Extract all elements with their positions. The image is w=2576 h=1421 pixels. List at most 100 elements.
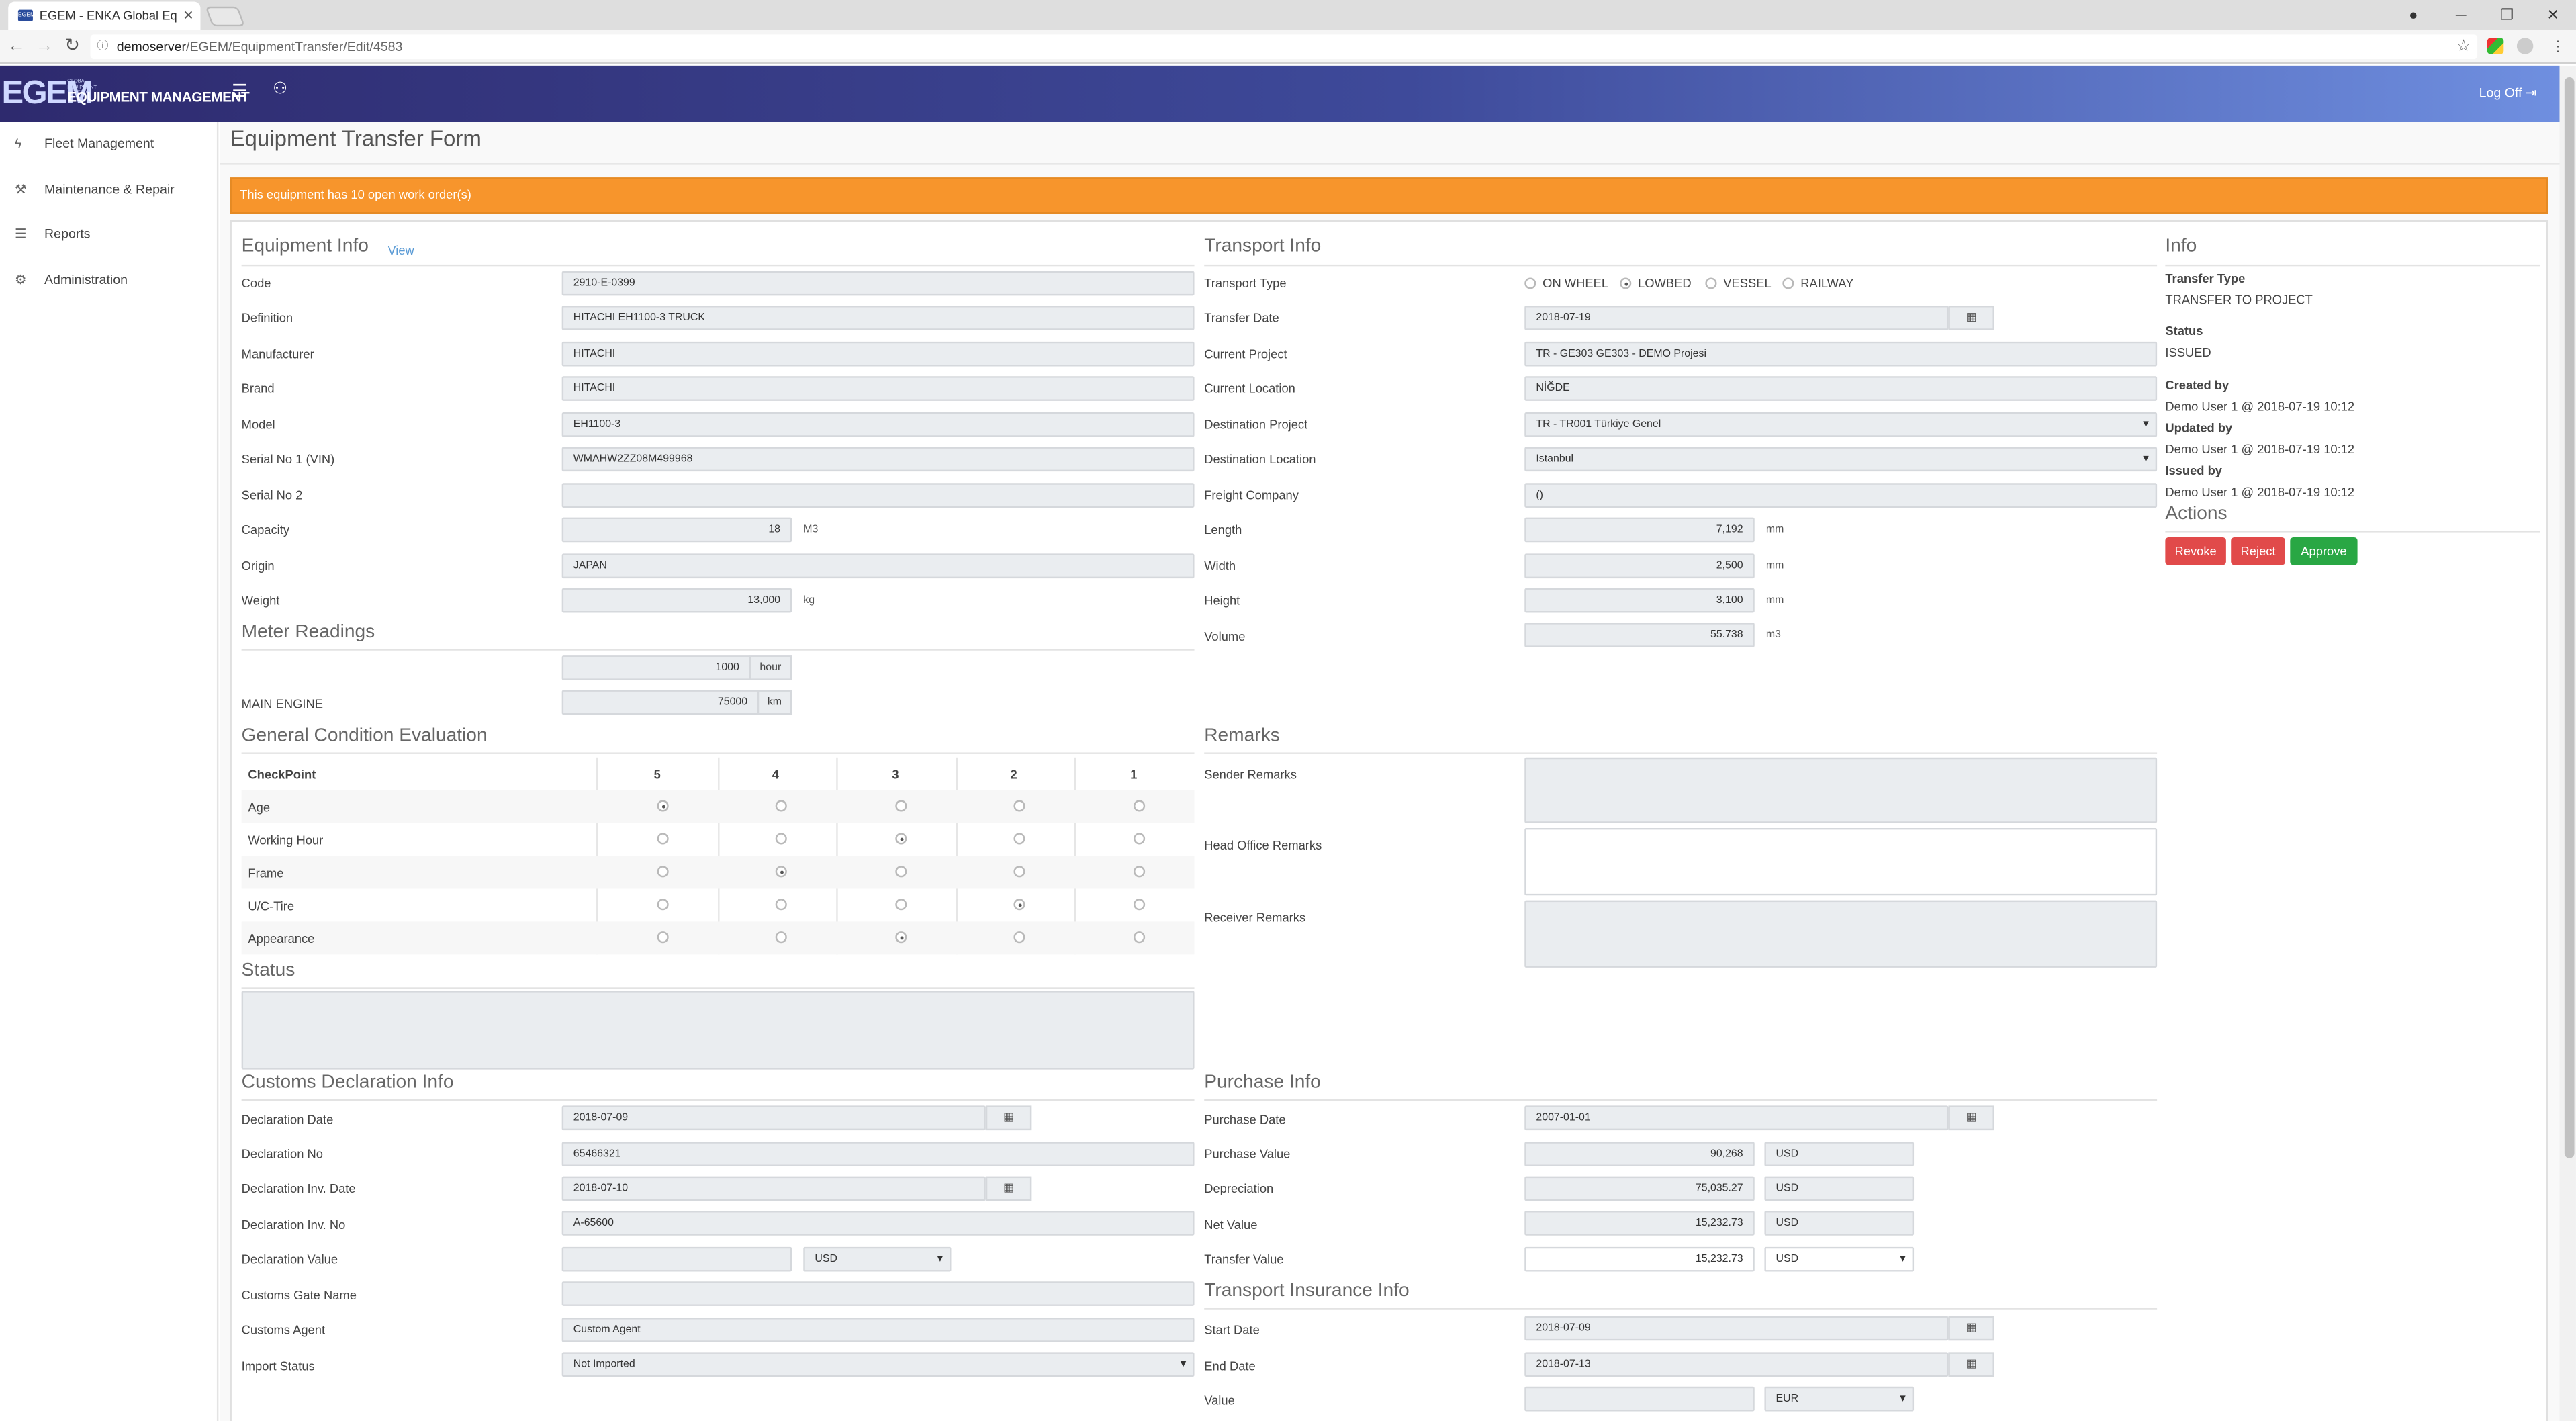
gce-radio-3[interactable]: [895, 866, 907, 878]
gce-radio-4[interactable]: [775, 800, 787, 812]
width-field[interactable]: 2,500: [1524, 553, 1755, 579]
decl-value-field[interactable]: [561, 1246, 792, 1272]
transport-type-radio[interactable]: [1705, 277, 1717, 289]
sender-remarks-textarea[interactable]: [1524, 757, 2158, 823]
gce-radio-1[interactable]: [1134, 866, 1146, 878]
gce-radio-2[interactable]: [1013, 866, 1025, 878]
current-location-field[interactable]: NİĞDE: [1524, 376, 2158, 401]
decl-currency-select[interactable]: USD: [803, 1246, 952, 1272]
reject-button[interactable]: Reject: [2231, 537, 2285, 565]
purchase-value-currency[interactable]: USD: [1764, 1142, 1915, 1166]
sidebar-item-reports[interactable]: ☰ Reports: [0, 218, 218, 251]
page-scrollbar-thumb[interactable]: [2564, 77, 2575, 1158]
model-field[interactable]: EH1100-3: [561, 412, 1195, 437]
gce-radio-2[interactable]: [1013, 833, 1025, 845]
definition-field[interactable]: HITACHI EH1100-3 TRUCK: [561, 306, 1195, 330]
new-tab-button[interactable]: [205, 6, 245, 27]
url-bar[interactable]: ⓘ demoserver/EGEM/EquipmentTransfer/Edit…: [90, 34, 2478, 60]
gate-field[interactable]: [561, 1281, 1195, 1306]
gce-radio-3[interactable]: [895, 899, 907, 911]
sidebar-item-fleet-management[interactable]: ϟ Fleet Management: [0, 128, 218, 161]
transfer-date-calendar-icon[interactable]: ▦: [1948, 306, 1994, 330]
net-value-currency[interactable]: USD: [1764, 1210, 1915, 1236]
transport-type-label-option[interactable]: LOWBED: [1638, 275, 1692, 291]
volume-field[interactable]: 55.738: [1524, 623, 1755, 647]
status-textarea[interactable]: [241, 991, 1195, 1070]
transport-type-radio[interactable]: [1620, 277, 1632, 289]
gce-radio-1[interactable]: [1134, 931, 1146, 944]
window-close-icon[interactable]: ✕: [2546, 6, 2559, 24]
receiver-remarks-textarea[interactable]: [1524, 900, 2158, 968]
insurance-start-field[interactable]: 2018-07-09: [1524, 1316, 1949, 1341]
extension-2-icon[interactable]: [2516, 38, 2534, 54]
current-project-field[interactable]: TR - GE303 GE303 - DEMO Projesi: [1524, 341, 2158, 367]
profile-icon[interactable]: ●: [2409, 6, 2418, 24]
transport-type-label-option[interactable]: ON WHEEL: [1543, 275, 1609, 291]
inv-date-field[interactable]: 2018-07-10: [561, 1176, 986, 1201]
hamburger-menu-icon[interactable]: ☰: [231, 82, 248, 102]
transport-type-radio[interactable]: [1782, 277, 1794, 289]
approve-button[interactable]: Approve: [2290, 537, 2358, 565]
gce-radio-1[interactable]: [1134, 899, 1146, 911]
back-icon[interactable]: ←: [7, 36, 26, 56]
code-field[interactable]: 2910-E-0399: [561, 271, 1195, 296]
minimize-icon[interactable]: ─: [2455, 6, 2467, 24]
decl-date-field[interactable]: 2018-07-09: [561, 1105, 986, 1131]
transport-type-label-option[interactable]: VESSEL: [1723, 275, 1772, 291]
manufacturer-field[interactable]: HITACHI: [561, 341, 1195, 367]
meter-hour-field[interactable]: 1000: [561, 655, 751, 680]
site-info-icon[interactable]: ⓘ: [97, 41, 109, 53]
capacity-field[interactable]: 18: [561, 517, 792, 543]
gce-radio-2[interactable]: [1013, 899, 1025, 911]
agent-field[interactable]: Custom Agent: [561, 1318, 1195, 1342]
origin-field[interactable]: JAPAN: [561, 553, 1195, 579]
gce-radio-3[interactable]: [895, 931, 907, 944]
insurance-start-calendar-icon[interactable]: ▦: [1948, 1316, 1994, 1341]
transfer-value-field[interactable]: 15,232.73: [1524, 1246, 1755, 1272]
gce-radio-4[interactable]: [775, 899, 787, 911]
purchase-value-field[interactable]: 90,268: [1524, 1142, 1755, 1166]
purchase-date-field[interactable]: 2007-01-01: [1524, 1105, 1949, 1131]
gce-radio-4[interactable]: [775, 866, 787, 878]
browser-tab[interactable]: EGEM EGEM - ENKA Global Eq ✕: [8, 1, 201, 30]
serial1-field[interactable]: WMAHW2ZZ08M499968: [561, 447, 1195, 472]
restore-icon[interactable]: ❐: [2500, 6, 2514, 24]
transfer-date-field[interactable]: 2018-07-19: [1524, 306, 1949, 330]
meter-km-field[interactable]: 75000: [561, 690, 760, 715]
gce-radio-5[interactable]: [657, 866, 669, 878]
decl-no-field[interactable]: 65466321: [561, 1142, 1195, 1166]
gce-radio-4[interactable]: [775, 833, 787, 845]
freight-field[interactable]: (): [1524, 483, 2158, 508]
serial2-field[interactable]: [561, 483, 1195, 508]
gce-radio-4[interactable]: [775, 931, 787, 944]
import-status-select[interactable]: Not Imported: [561, 1352, 1195, 1377]
decl-date-calendar-icon[interactable]: ▦: [985, 1105, 1032, 1131]
transfer-value-currency-select[interactable]: USD: [1764, 1246, 1915, 1272]
depreciation-field[interactable]: 75,035.27: [1524, 1176, 1755, 1201]
close-tab-icon[interactable]: ✕: [183, 8, 194, 24]
user-profile-icon[interactable]: ⚇: [273, 80, 288, 99]
transport-type-radio[interactable]: [1524, 277, 1536, 289]
gce-radio-3[interactable]: [895, 800, 907, 812]
head-office-remarks-textarea[interactable]: [1524, 827, 2158, 896]
net-value-field[interactable]: 15,232.73: [1524, 1210, 1755, 1236]
depreciation-currency[interactable]: USD: [1764, 1176, 1915, 1201]
logoff-link[interactable]: Log Off ⇥: [2479, 85, 2537, 100]
inv-date-calendar-icon[interactable]: ▦: [985, 1176, 1032, 1201]
transport-type-label-option[interactable]: RAILWAY: [1800, 275, 1854, 291]
gce-radio-5[interactable]: [657, 833, 669, 845]
revoke-button[interactable]: Revoke: [2165, 537, 2226, 565]
gce-radio-5[interactable]: [657, 899, 669, 911]
insurance-value-field[interactable]: [1524, 1386, 1755, 1412]
insurance-end-field[interactable]: 2018-07-13: [1524, 1352, 1949, 1377]
gce-radio-3[interactable]: [895, 833, 907, 845]
gce-radio-5[interactable]: [657, 931, 669, 944]
gce-radio-1[interactable]: [1134, 800, 1146, 812]
purchase-date-calendar-icon[interactable]: ▦: [1948, 1105, 1994, 1131]
inv-no-field[interactable]: A-65600: [561, 1210, 1195, 1236]
gce-radio-2[interactable]: [1013, 931, 1025, 944]
brand-field[interactable]: HITACHI: [561, 376, 1195, 401]
reload-icon[interactable]: ↻: [64, 36, 80, 56]
gce-radio-1[interactable]: [1134, 833, 1146, 845]
insurance-currency-select[interactable]: EUR: [1764, 1386, 1915, 1412]
